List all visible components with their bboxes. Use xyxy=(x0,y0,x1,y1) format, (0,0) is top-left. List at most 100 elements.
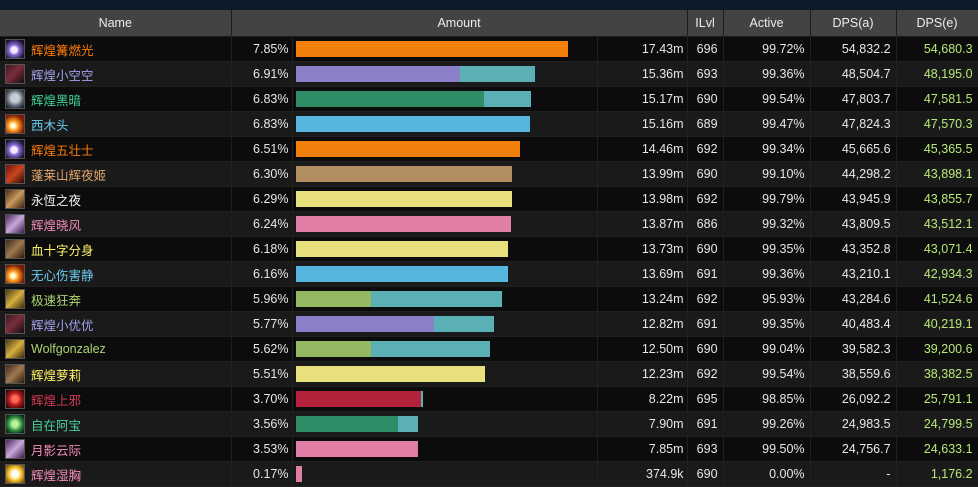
player-name[interactable]: 辉煌晓风 xyxy=(31,218,82,233)
name-cell[interactable]: 极速狂奔 xyxy=(0,286,232,312)
table-row[interactable]: 辉煌小空空 6.91% 15.36m 693 99.36% 48,504.7 48,195.… xyxy=(0,61,978,87)
player-name[interactable]: 辉煌萝莉 xyxy=(31,368,82,383)
item-level: 696 xyxy=(687,36,724,62)
hunter-icon xyxy=(5,339,25,359)
dps-active: 48,504.7 xyxy=(810,61,897,87)
header-name[interactable]: Name xyxy=(0,10,232,37)
player-name[interactable]: 极速狂奔 xyxy=(31,293,82,308)
damage-amount: 15.16m xyxy=(597,111,688,137)
player-name[interactable]: 蓬莱山辉夜姬 xyxy=(31,168,107,183)
name-cell[interactable]: 辉煌小空空 xyxy=(0,61,232,87)
damage-bar xyxy=(295,441,418,457)
player-name[interactable]: 辉煌小空空 xyxy=(31,68,94,83)
damage-amount: 14.46m xyxy=(597,136,688,162)
damage-amount: 7.85m xyxy=(597,436,688,462)
player-name[interactable]: 辉煌上邪 xyxy=(31,393,82,408)
damage-bar xyxy=(295,41,568,57)
active-percent: 99.36% xyxy=(723,261,811,287)
active-percent: 99.72% xyxy=(723,36,811,62)
player-name[interactable]: 辉煌五壮士 xyxy=(31,143,94,158)
dps-meter-panel: Name Amount ILvl Active DPS(a) DPS(e) 辉煌… xyxy=(0,10,978,487)
active-percent: 95.93% xyxy=(723,286,811,312)
item-level: 695 xyxy=(687,386,724,412)
paladin-icon xyxy=(5,439,25,459)
damage-percent: 6.18% xyxy=(231,236,293,262)
name-cell[interactable]: 辉煌萝莉 xyxy=(0,361,232,387)
damage-amount: 13.87m xyxy=(597,211,688,237)
name-cell[interactable]: 血十字分身 xyxy=(0,236,232,262)
damage-bar xyxy=(295,316,434,332)
name-cell[interactable]: 辉煌小优优 xyxy=(0,311,232,337)
name-cell[interactable]: 西木头 xyxy=(0,111,232,137)
table-row[interactable]: 蓬莱山辉夜姬 6.30% 13.99m 690 99.10% 44,298.2 43,898… xyxy=(0,161,978,187)
table-row[interactable]: 月影云际 3.53% 7.85m 693 99.50% 24,756.7 24,633.1 xyxy=(0,436,978,462)
table-row[interactable]: 辉煌篝燃光 7.85% 17.43m 696 99.72% 54,832.2 54,680.… xyxy=(0,36,978,62)
name-cell[interactable]: 辉煌五壮士 xyxy=(0,136,232,162)
damage-bar xyxy=(295,166,512,182)
damage-bar xyxy=(295,366,485,382)
table-row[interactable]: 西木头 6.83% 15.16m 689 99.47% 47,824.3 47,570.3 xyxy=(0,111,978,137)
name-cell[interactable]: 自在阿宝 xyxy=(0,411,232,437)
dps-active: 47,824.3 xyxy=(810,111,897,137)
name-cell[interactable]: 辉煌湿胸 xyxy=(0,461,232,487)
table-row[interactable]: 辉煌萝莉 5.51% 12.23m 692 99.54% 38,559.6 38,382.5 xyxy=(0,361,978,387)
name-cell[interactable]: 无心伤害静 xyxy=(0,261,232,287)
fireball-icon xyxy=(5,264,25,284)
name-cell[interactable]: 永恆之夜 xyxy=(0,186,232,212)
table-row[interactable]: 永恆之夜 6.29% 13.98m 692 99.79% 43,945.9 43,855.7 xyxy=(0,186,978,212)
player-name[interactable]: 永恆之夜 xyxy=(31,193,82,208)
table-row[interactable]: 极速狂奔 5.96% 13.24m 692 95.93% 43,284.6 41,524.6 xyxy=(0,286,978,312)
player-name[interactable]: 月影云际 xyxy=(31,443,82,458)
player-name[interactable]: 血十字分身 xyxy=(31,243,94,258)
player-name[interactable]: 辉煌篝燃光 xyxy=(31,43,94,58)
player-name[interactable]: 自在阿宝 xyxy=(31,418,82,433)
name-cell[interactable]: 辉煌上邪 xyxy=(0,386,232,412)
player-name[interactable]: 辉煌小优优 xyxy=(31,318,94,333)
name-cell[interactable]: 辉煌黑暗 xyxy=(0,86,232,112)
name-cell[interactable]: 辉煌篝燃光 xyxy=(0,36,232,62)
table-row[interactable]: 自在阿宝 3.56% 7.90m 691 99.26% 24,983.5 24,799.5 xyxy=(0,411,978,437)
item-level: 693 xyxy=(687,61,724,87)
damage-amount: 12.82m xyxy=(597,311,688,337)
name-cell[interactable]: 辉煌晓风 xyxy=(0,211,232,237)
table-row[interactable]: 辉煌上邪 3.70% 8.22m 695 98.85% 26,092.2 25,791.1 xyxy=(0,386,978,412)
damage-bar xyxy=(295,341,371,357)
active-percent: 99.26% xyxy=(723,411,811,437)
damage-percent: 7.85% xyxy=(231,36,293,62)
damage-bar-secondary xyxy=(370,291,502,307)
header-active[interactable]: Active xyxy=(723,10,811,37)
player-name[interactable]: 西木头 xyxy=(31,118,69,133)
damage-percent: 3.53% xyxy=(231,436,293,462)
dps-active: 43,352.8 xyxy=(810,236,897,262)
active-percent: 99.79% xyxy=(723,186,811,212)
name-cell[interactable]: 蓬莱山辉夜姬 xyxy=(0,161,232,187)
table-row[interactable]: 无心伤害静 6.16% 13.69m 691 99.36% 43,210.1 42,934.… xyxy=(0,261,978,287)
player-name[interactable]: 辉煌黑暗 xyxy=(31,93,82,108)
header-dps-e[interactable]: DPS(e) xyxy=(896,10,978,37)
name-cell[interactable]: Wolfgonzalez xyxy=(0,336,232,362)
header-dps-a[interactable]: DPS(a) xyxy=(810,10,897,37)
active-percent: 99.04% xyxy=(723,336,811,362)
active-percent: 99.54% xyxy=(723,361,811,387)
table-row[interactable]: 血十字分身 6.18% 13.73m 690 99.35% 43,352.8 43,071.… xyxy=(0,236,978,262)
damage-bar xyxy=(295,391,421,407)
active-percent: 99.47% xyxy=(723,111,811,137)
damage-bar-cell xyxy=(292,111,598,137)
player-name[interactable]: 无心伤害静 xyxy=(31,268,94,283)
item-level: 693 xyxy=(687,436,724,462)
damage-percent: 6.83% xyxy=(231,111,293,137)
header-ilvl[interactable]: ILvl xyxy=(687,10,724,37)
name-cell[interactable]: 月影云际 xyxy=(0,436,232,462)
player-name[interactable]: Wolfgonzalez xyxy=(31,342,106,356)
table-row[interactable]: 辉煌湿胸 0.17% 374.9k 690 0.00% -1,176.2 xyxy=(0,461,978,487)
table-row[interactable]: 辉煌晓风 6.24% 13.87m 686 99.32% 43,809.5 43,512.1 xyxy=(0,211,978,237)
table-row[interactable]: 辉煌小优优 5.77% 12.82m 691 99.35% 40,483.4 40,219.… xyxy=(0,311,978,337)
table-row[interactable]: 辉煌黑暗 6.83% 15.17m 690 99.54% 47,803.7 47,581.5 xyxy=(0,86,978,112)
table-row[interactable]: Wolfgonzalez 5.62% 12.50m 690 99.04% 39,582.3… xyxy=(0,336,978,362)
table-row[interactable]: 辉煌五壮士 6.51% 14.46m 692 99.34% 45,665.6 45,365.… xyxy=(0,136,978,162)
damage-percent: 5.96% xyxy=(231,286,293,312)
player-name[interactable]: 辉煌湿胸 xyxy=(31,468,82,483)
dps-active: 47,803.7 xyxy=(810,86,897,112)
item-level: 690 xyxy=(687,86,724,112)
header-amount[interactable]: Amount xyxy=(231,10,688,37)
